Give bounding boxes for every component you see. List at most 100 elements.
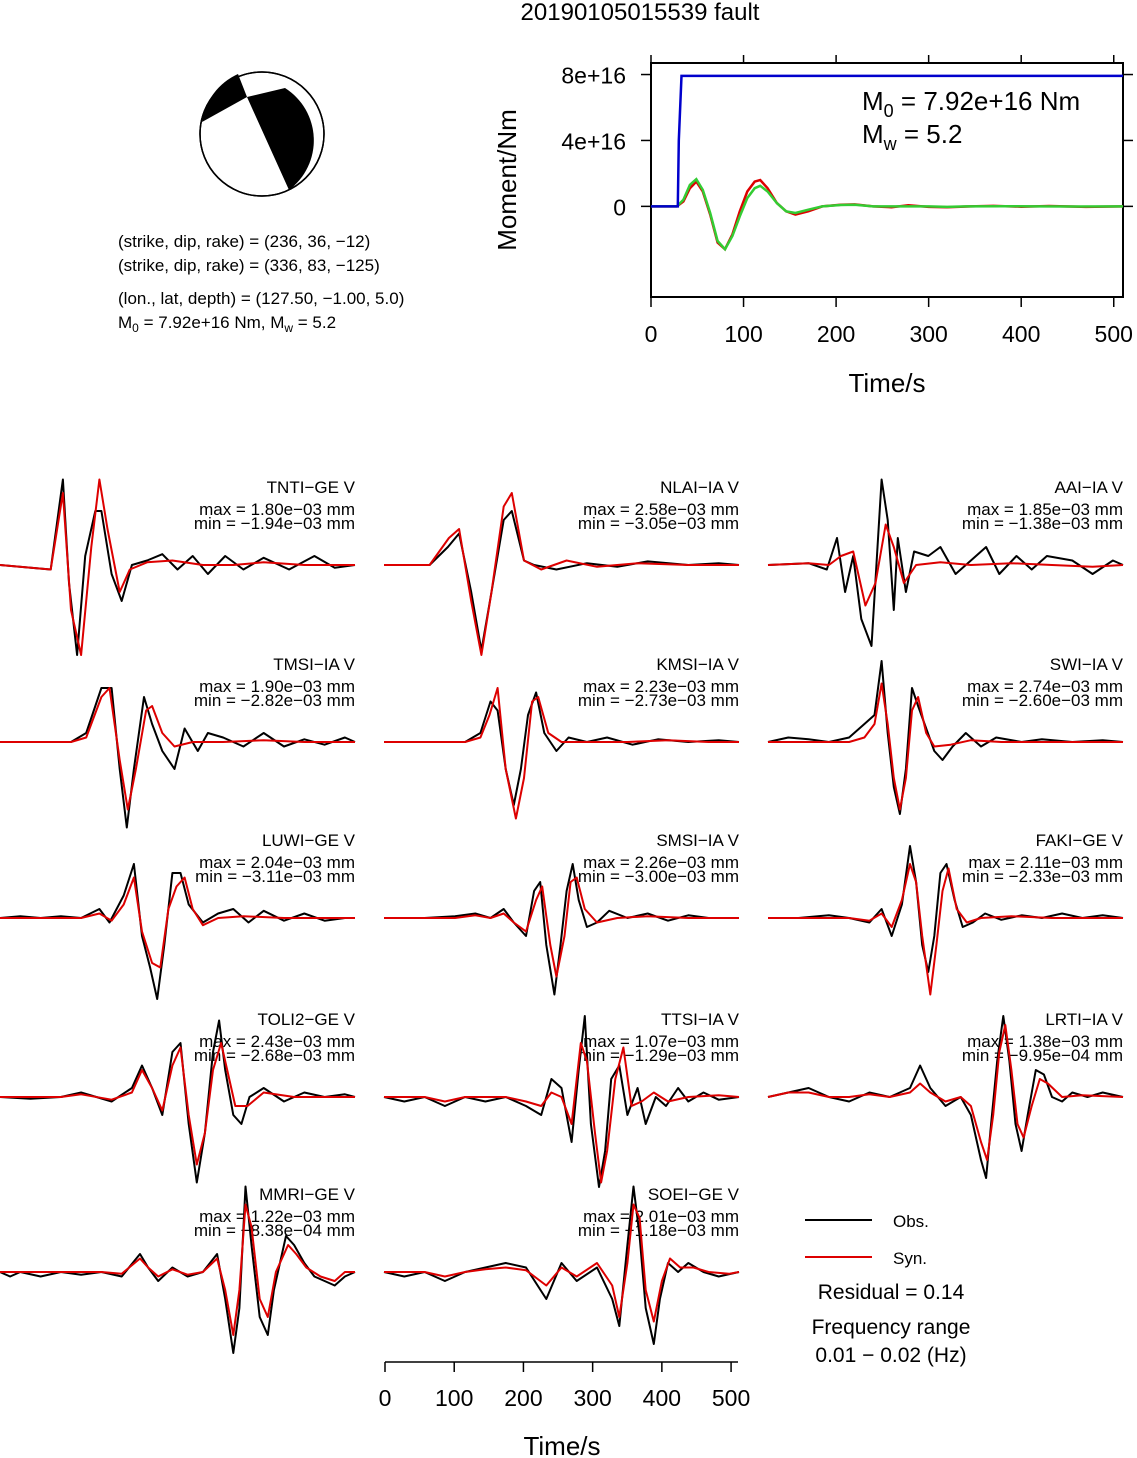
station-name: SOEI−GE V — [648, 1185, 740, 1204]
moment-m0-label: M0 = 7.92e+16 Nm — [862, 86, 1080, 121]
station-min: min = −9.95e−04 mm — [962, 1046, 1123, 1065]
station-name: LUWI−GE V — [262, 831, 356, 850]
synthetic-waveform — [384, 492, 739, 656]
station-min: min = −3.05e−03 mm — [578, 514, 739, 533]
station-max: max = 2.04e−03 mm — [199, 853, 355, 872]
residual-label: Residual = 0.14 — [818, 1281, 965, 1304]
figure-title: 20190105015539 fault — [521, 0, 760, 26]
frequency-range-title: Frequency range — [812, 1316, 971, 1339]
station-max: max = 2.26e−03 mm — [583, 853, 739, 872]
waveform-x-tick-label: 300 — [573, 1385, 611, 1411]
station-min: min = −2.33e−03 mm — [962, 867, 1123, 886]
moment-y-axis-label: Moment/Nm — [492, 109, 522, 251]
waveform-x-tick-label: 200 — [504, 1385, 542, 1411]
moment-y-tick-label: 8e+16 — [561, 63, 626, 89]
moment-y-tick-label: 4e+16 — [561, 128, 626, 154]
moment-rate-panel: 0 100 200 300 400 500 0 4e+16 8e+16 M0 = 7.92e+… — [492, 55, 1133, 398]
frequency-range-value: 0.01 − 0.02 (Hz) — [815, 1344, 966, 1367]
beachball-compressional-east — [247, 88, 314, 190]
moment-x-tick-label: 0 — [645, 321, 658, 347]
station-name: LRTI−IA V — [1045, 1010, 1123, 1029]
synthetic-waveform — [384, 687, 739, 820]
legend-syn-label: Syn. — [893, 1249, 927, 1268]
station-min: min = −2.68e−03 mm — [194, 1046, 355, 1065]
legend-obs-label: Obs. — [893, 1212, 929, 1231]
station-min: min = −1.94e−03 mm — [194, 514, 355, 533]
moment-series-line — [651, 74, 1123, 208]
station-max: max = 2.01e−03 mm — [583, 1207, 739, 1226]
station-max: max = 1.80e−03 mm — [199, 500, 355, 519]
station-min: min = −1.38e−03 mm — [962, 514, 1123, 533]
synthetic-waveform — [384, 876, 739, 978]
beachball — [199, 71, 325, 197]
station-min: min = −2.73e−03 mm — [578, 691, 739, 710]
synthetic-waveform — [0, 687, 355, 811]
station-max: max = 2.58e−03 mm — [583, 500, 739, 519]
legend: Obs. Syn. Residual = 0.14 Frequency rang… — [805, 1212, 970, 1367]
beachball-outline — [199, 71, 325, 197]
station-max: max = 2.11e−03 mm — [968, 853, 1123, 872]
station-name: MMRI−GE V — [259, 1185, 356, 1204]
station-min: min = −3.00e−03 mm — [578, 867, 739, 886]
moment-series-line — [651, 177, 1124, 252]
station-name: SMSI−IA V — [656, 831, 739, 850]
synthetic-waveform — [767, 523, 1124, 607]
synthetic-waveform — [384, 1203, 740, 1323]
moment-x-tick-label: 200 — [817, 321, 855, 347]
station-name: KMSI−IA V — [656, 655, 739, 674]
hypocenter: (lon., lat, depth) = (127.50, −1.00, 5.0… — [118, 289, 404, 308]
observed-waveform — [383, 1015, 740, 1188]
station-name: TTSI−IA V — [661, 1010, 740, 1029]
synthetic-waveform — [0, 1203, 355, 1336]
synthetic-waveform — [0, 1042, 355, 1166]
station-name: AAI−IA V — [1054, 478, 1123, 497]
waveform-x-tick-label: 400 — [643, 1385, 681, 1411]
observed-waveform — [0, 687, 356, 829]
nodal-plane-2: (strike, dip, rake) = (336, 83, −125) — [118, 256, 380, 275]
station-min: min = −8.38e−04 mm — [194, 1221, 355, 1240]
moment-x-axis-label: Time/s — [848, 368, 925, 398]
beachball-compressional-north — [202, 74, 247, 122]
station-name: TMSI−IA V — [273, 655, 355, 674]
synthetic-waveform — [0, 478, 355, 656]
synthetic-waveform — [0, 876, 355, 969]
station-max: max = 1.07e−03 mm — [583, 1032, 739, 1051]
moment-series-line — [651, 178, 1124, 252]
synthetic-waveform — [767, 1024, 1124, 1161]
synthetic-waveform — [384, 1042, 740, 1184]
moment-summary: M0 = 7.92e+16 Nm, Mw = 5.2 — [118, 313, 336, 335]
waveform-x-tick-label: 100 — [435, 1385, 473, 1411]
observed-waveform — [0, 478, 356, 656]
observed-waveform — [384, 510, 740, 652]
moment-x-tick-label: 400 — [1002, 321, 1040, 347]
moment-plot-frame — [650, 62, 1124, 298]
station-min: min = −2.82e−03 mm — [194, 691, 355, 710]
station-max: max = 2.74e−03 mm — [967, 677, 1123, 696]
station-name: SWI−IA V — [1050, 655, 1124, 674]
station-max: max = 1.90e−03 mm — [199, 677, 355, 696]
waveform-x-axis-label: Time/s — [523, 1431, 600, 1458]
station-min: min = −1.29e−03 mm — [578, 1046, 739, 1065]
station-max: max = 2.23e−03 mm — [583, 677, 739, 696]
observed-waveform — [0, 1185, 356, 1354]
station-max: max = 1.22e−03 mm — [199, 1207, 355, 1226]
nodal-plane-1: (strike, dip, rake) = (236, 36, −12) — [118, 232, 370, 251]
moment-x-tick-label: 100 — [724, 321, 762, 347]
observed-waveform — [767, 478, 1124, 647]
station-min: min = −2.60e−03 mm — [962, 691, 1123, 710]
waveform-x-tick-label: 0 — [379, 1385, 392, 1411]
synthetic-waveform — [768, 682, 1123, 811]
